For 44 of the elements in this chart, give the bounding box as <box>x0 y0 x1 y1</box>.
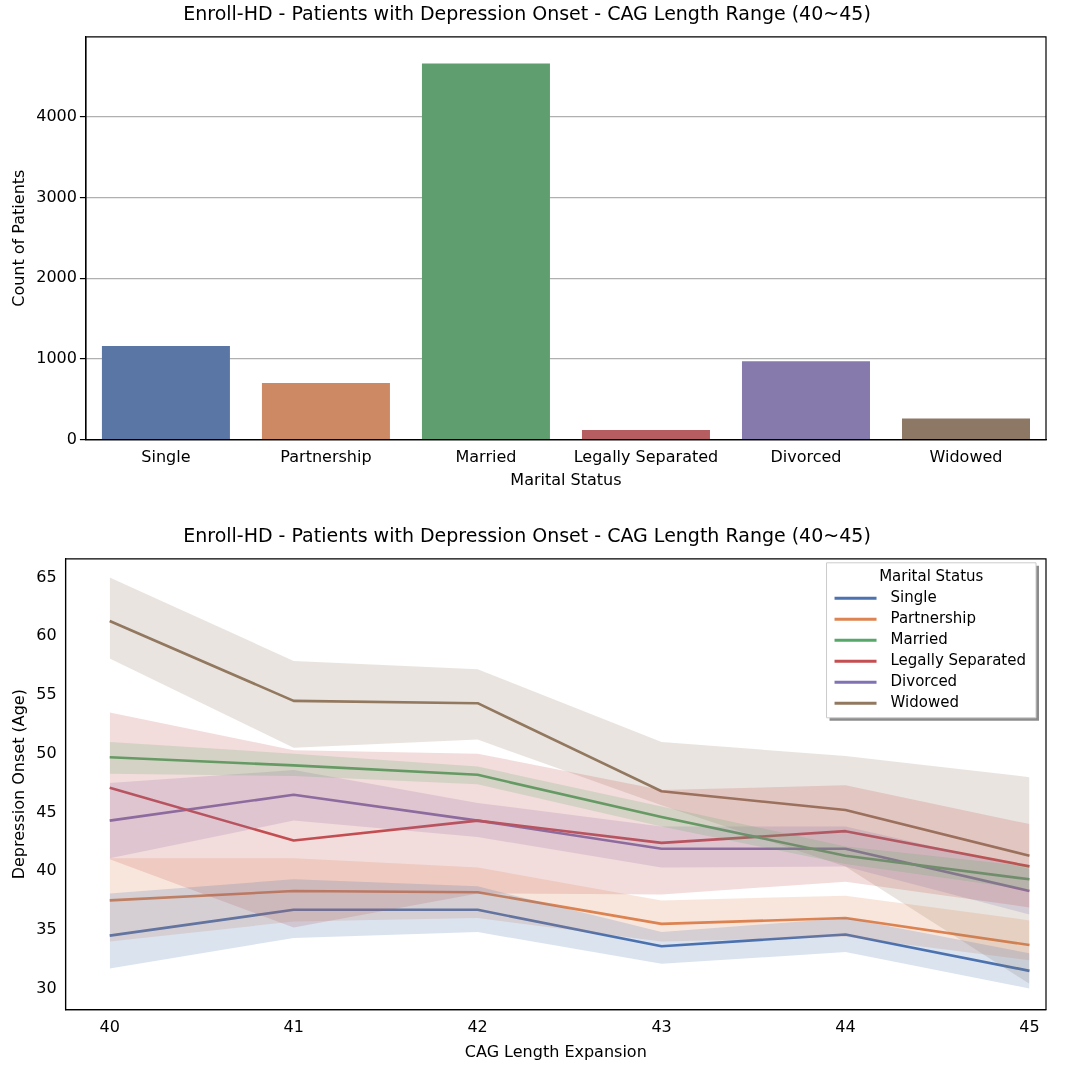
legend-title: Marital Status <box>879 567 984 586</box>
y-tick-label: 60 <box>36 625 57 645</box>
x-tick-label: 45 <box>1019 1017 1040 1037</box>
legend-label: Divorced <box>890 672 958 691</box>
y-tick-label: 40 <box>36 860 57 880</box>
chart-title: Enroll-HD - Patients with Depression Onset - CAG Length Range (40~45) <box>183 2 871 25</box>
legend-label: Legally Separated <box>890 651 1026 670</box>
x-tick-label: 41 <box>283 1017 304 1037</box>
x-axis-title: CAG Length Expansion <box>464 1041 647 1061</box>
y-tick-label: 35 <box>36 918 57 938</box>
y-tick-label: 2000 <box>36 267 77 287</box>
y-tick-label: 45 <box>36 801 57 821</box>
x-tick-label: Married <box>455 447 517 467</box>
y-tick-label: 1000 <box>36 348 77 368</box>
y-tick-label: 30 <box>36 977 57 997</box>
chart-title: Enroll-HD - Patients with Depression Onset - CAG Length Range (40~45) <box>183 524 871 547</box>
legend-label: Married <box>890 630 948 649</box>
x-tick-label: 43 <box>651 1017 672 1037</box>
bar <box>261 383 390 439</box>
y-tick-label: 50 <box>36 742 57 762</box>
y-tick-label: 3000 <box>36 186 77 206</box>
bar <box>581 429 710 439</box>
x-tick-label: Legally Separated <box>573 447 719 467</box>
y-tick-label: 65 <box>36 566 57 586</box>
x-tick-label: Partnership <box>280 447 372 467</box>
bar <box>421 63 550 439</box>
bar <box>741 361 870 439</box>
y-tick-label: 0 <box>66 428 77 448</box>
legend-label: Partnership <box>890 609 977 628</box>
y-tick-label: 55 <box>36 684 57 704</box>
bar <box>901 418 1030 439</box>
y-tick-label: 4000 <box>36 105 77 125</box>
x-tick-label: Single <box>141 447 191 467</box>
y-axis-title: Count of Patients <box>8 169 28 307</box>
bar <box>101 345 230 439</box>
y-axis-title: Depression Onset (Age) <box>8 689 28 880</box>
x-tick-label: 42 <box>467 1017 488 1037</box>
x-tick-label: 40 <box>99 1017 120 1037</box>
x-tick-label: 44 <box>835 1017 856 1037</box>
legend-label: Single <box>890 588 937 607</box>
x-tick-label: Divorced <box>770 447 842 467</box>
x-axis-title: Marital Status <box>510 469 622 489</box>
legend-label: Widowed <box>890 693 959 712</box>
x-tick-label: Widowed <box>929 447 1003 467</box>
